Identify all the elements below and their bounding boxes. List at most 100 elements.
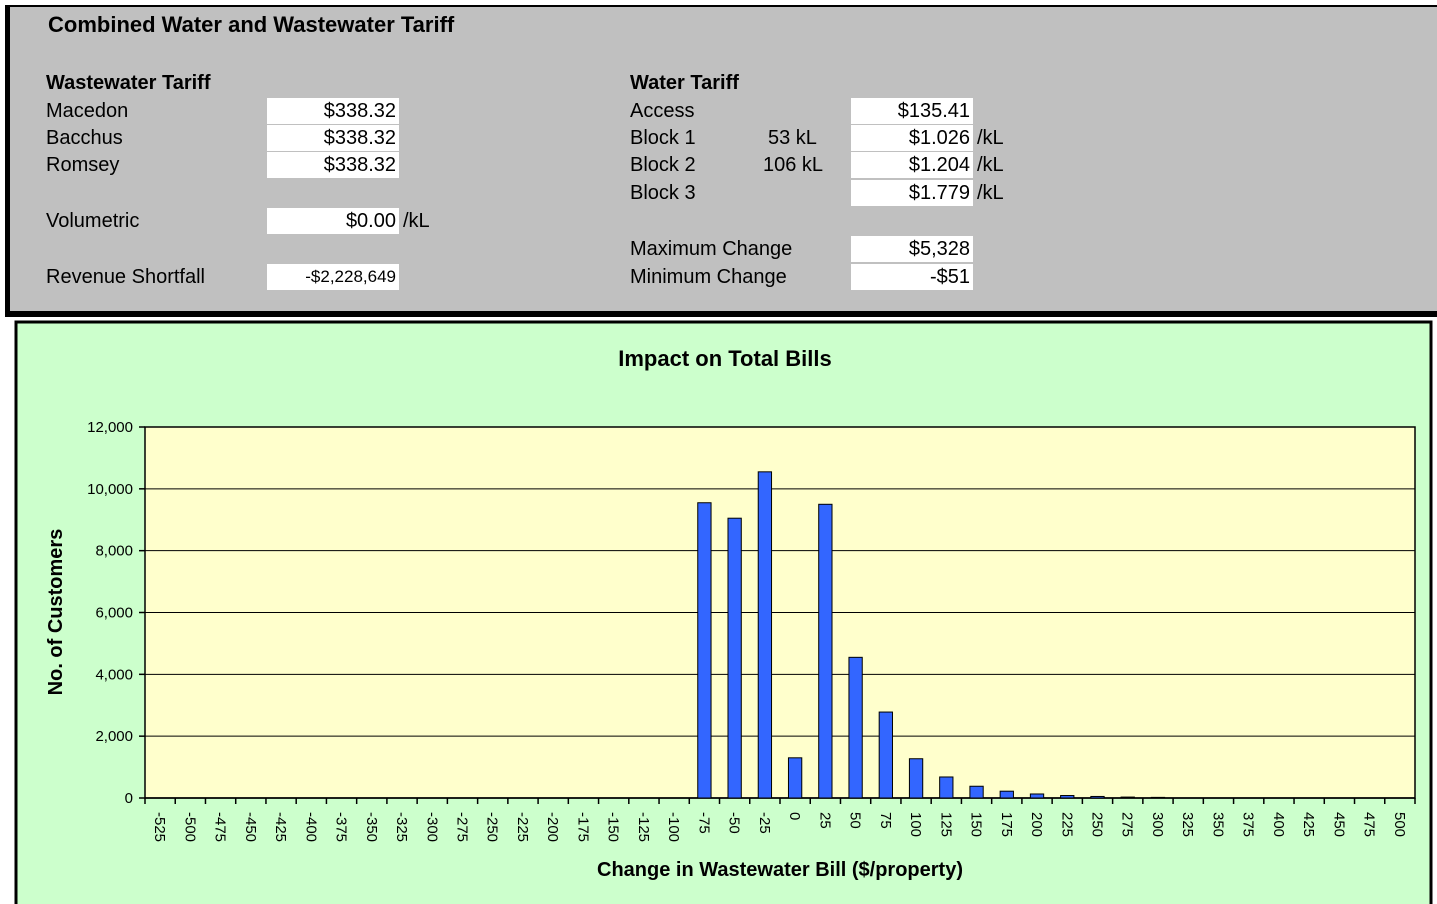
label: Bacchus: [46, 127, 123, 149]
x-tick-label: -100: [665, 812, 682, 842]
y-tick-label: 2,000: [95, 728, 133, 745]
bar: [787, 757, 803, 799]
heading: Water Tariff: [630, 72, 739, 94]
x-tick-label: -125: [635, 812, 652, 842]
label: Access: [630, 100, 695, 122]
x-tick-label: -475: [212, 812, 229, 842]
x-tick-label: -300: [423, 812, 440, 842]
x-tick-label: 325: [1179, 812, 1196, 837]
panel-title: Combined Water and Wastewater Tariff: [48, 12, 455, 37]
x-tick-label: -350: [363, 812, 380, 842]
bar: [999, 790, 1014, 799]
x-tick-label: -25: [756, 812, 773, 834]
bar: [969, 785, 984, 799]
x-tick-label: 450: [1330, 812, 1347, 837]
y-axis-label: No. of Customers: [45, 529, 67, 696]
x-tick-label: 25: [816, 812, 833, 829]
label: Volumetric: [46, 210, 140, 232]
x-tick-label: 0: [786, 812, 803, 820]
x-tick-label: 250: [1089, 812, 1106, 837]
x-tick-label: 275: [1119, 812, 1136, 837]
x-tick-label: 150: [968, 812, 985, 837]
x-tick-label: -400: [302, 812, 319, 842]
input-cell[interactable]: $1.026: [851, 125, 973, 151]
x-tick-label: 375: [1240, 812, 1257, 837]
x-tick-label: -375: [333, 812, 350, 842]
output-cell: -$51: [851, 264, 973, 290]
bar: [697, 502, 712, 799]
block-size: 53 kL: [768, 127, 817, 149]
output-cell: $5,328: [851, 236, 973, 262]
x-tick-label: -500: [181, 812, 198, 842]
bar: [757, 471, 773, 799]
x-tick-label: -150: [605, 812, 622, 842]
bar: [848, 656, 863, 799]
input-cell[interactable]: $338.32: [267, 152, 399, 178]
x-tick-label: -225: [514, 812, 531, 842]
block-size: 106 kL: [763, 154, 824, 176]
bar: [1120, 796, 1135, 799]
unit: /kL: [403, 210, 430, 232]
y-tick-label: 12,000: [87, 419, 133, 436]
bar: [1060, 795, 1075, 799]
bar: [727, 517, 742, 799]
x-tick-label: -450: [242, 812, 259, 842]
input-cell[interactable]: $0.00: [267, 208, 399, 234]
x-tick-label: 125: [937, 812, 954, 837]
y-tick-label: 8,000: [95, 543, 133, 560]
y-tick-label: 4,000: [95, 666, 133, 683]
x-tick-label: 75: [877, 812, 894, 829]
label: Romsey: [46, 154, 120, 176]
bar: [908, 758, 924, 799]
x-tick-label: 475: [1361, 812, 1378, 837]
x-axis-label: Change in Wastewater Bill ($/property): [597, 859, 963, 881]
x-tick-label: -425: [272, 812, 289, 842]
label: Revenue Shortfall: [46, 266, 205, 288]
x-tick-label: -250: [484, 812, 501, 842]
input-cell[interactable]: $338.32: [267, 125, 399, 151]
x-tick-label: 200: [1028, 812, 1045, 837]
bar: [1029, 793, 1045, 799]
x-tick-label: -325: [393, 812, 410, 842]
label: Block 2: [630, 154, 696, 176]
bar: [1150, 796, 1166, 799]
unit: /kL: [977, 154, 1004, 176]
x-tick-label: -525: [151, 812, 168, 842]
x-tick-label: 350: [1209, 812, 1226, 837]
label: Maximum Change: [630, 238, 793, 260]
y-tick-label: 6,000: [95, 605, 133, 622]
tariff-panel: Combined Water and Wastewater Tariff Was…: [5, 5, 1437, 317]
x-tick-label: 300: [1149, 812, 1166, 837]
x-tick-label: -50: [726, 812, 743, 834]
x-tick-label: -75: [695, 812, 712, 834]
output-cell: -$2,228,649: [267, 264, 399, 290]
y-tick-label: 0: [125, 790, 133, 807]
x-tick-label: 400: [1270, 812, 1287, 837]
bar: [939, 776, 954, 799]
label: Block 3: [630, 182, 696, 204]
x-tick-label: -200: [544, 812, 561, 842]
y-tick-label: 10,000: [87, 481, 133, 498]
x-tick-label: -275: [454, 812, 471, 842]
input-cell[interactable]: $1.204: [851, 152, 973, 178]
bar: [818, 503, 833, 799]
x-tick-label: 175: [998, 812, 1015, 837]
x-tick-label: 425: [1300, 812, 1317, 837]
unit: /kL: [977, 127, 1004, 149]
input-cell[interactable]: $338.32: [267, 98, 399, 124]
x-tick-label: 225: [1058, 812, 1075, 837]
label: Macedon: [46, 100, 129, 122]
chart-title: Impact on Total Bills: [618, 346, 832, 371]
x-tick-label: -175: [574, 812, 591, 842]
label: Block 1: [630, 127, 696, 149]
input-cell[interactable]: $1.779: [851, 180, 973, 206]
x-tick-label: 50: [847, 812, 864, 829]
unit: /kL: [977, 182, 1004, 204]
heading: Wastewater Tariff: [46, 72, 211, 94]
bar: [878, 711, 893, 799]
bar: [1090, 795, 1105, 799]
input-cell[interactable]: $135.41: [851, 98, 973, 124]
x-tick-label: 100: [907, 812, 924, 837]
